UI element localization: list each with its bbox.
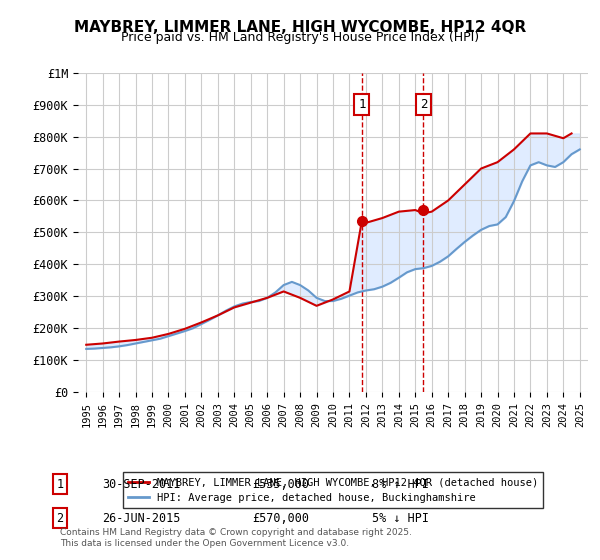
Text: 1: 1	[56, 478, 64, 491]
Text: 1: 1	[358, 98, 365, 111]
Text: 5% ↓ HPI: 5% ↓ HPI	[372, 511, 429, 525]
Text: 2: 2	[420, 98, 427, 111]
Text: Contains HM Land Registry data © Crown copyright and database right 2025.
This d: Contains HM Land Registry data © Crown c…	[60, 528, 412, 548]
Legend: MAYBREY, LIMMER LANE, HIGH WYCOMBE, HP12 4QR (detached house), HPI: Average pric: MAYBREY, LIMMER LANE, HIGH WYCOMBE, HP12…	[122, 473, 544, 508]
Text: Price paid vs. HM Land Registry's House Price Index (HPI): Price paid vs. HM Land Registry's House …	[121, 31, 479, 44]
Text: 26-JUN-2015: 26-JUN-2015	[102, 511, 181, 525]
Text: 8% ↑ HPI: 8% ↑ HPI	[372, 478, 429, 491]
Text: £535,000: £535,000	[252, 478, 309, 491]
Text: 2: 2	[56, 511, 64, 525]
Text: 30-SEP-2011: 30-SEP-2011	[102, 478, 181, 491]
Text: MAYBREY, LIMMER LANE, HIGH WYCOMBE, HP12 4QR: MAYBREY, LIMMER LANE, HIGH WYCOMBE, HP12…	[74, 20, 526, 35]
Text: £570,000: £570,000	[252, 511, 309, 525]
